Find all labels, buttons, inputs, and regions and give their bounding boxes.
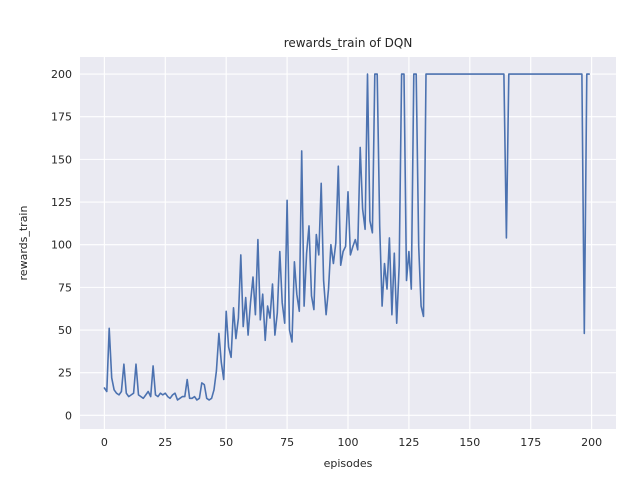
x-tick-label: 100: [338, 436, 359, 449]
x-tick-label: 125: [398, 436, 419, 449]
x-tick-labels: 0 25 50 75 100 125 150 175 200: [101, 436, 602, 449]
y-tick-label: 25: [58, 367, 72, 380]
y-tick-label: 0: [65, 409, 72, 422]
y-tick-label: 175: [51, 111, 72, 124]
y-tick-label: 125: [51, 196, 72, 209]
y-tick-label: 50: [58, 324, 72, 337]
x-axis-label: episodes: [324, 457, 373, 470]
y-axis-label: rewards_train: [17, 206, 30, 281]
y-tick-labels: 0 25 50 75 100 125 150 175 200: [51, 68, 72, 422]
gridlines: [80, 57, 616, 429]
line-series-rewards-train: [103, 73, 591, 401]
y-tick-label: 100: [51, 239, 72, 252]
x-tick-label: 50: [219, 436, 233, 449]
x-tick-label: 150: [459, 436, 480, 449]
y-tick-label: 150: [51, 153, 72, 166]
y-tick-label: 200: [51, 68, 72, 81]
x-tick-label: 0: [101, 436, 108, 449]
x-tick-label: 25: [158, 436, 172, 449]
x-tick-label: 75: [280, 436, 294, 449]
x-tick-label: 200: [581, 436, 602, 449]
chart-title: rewards_train of DQN: [284, 36, 413, 50]
y-tick-label: 75: [58, 281, 72, 294]
x-tick-label: 175: [520, 436, 541, 449]
